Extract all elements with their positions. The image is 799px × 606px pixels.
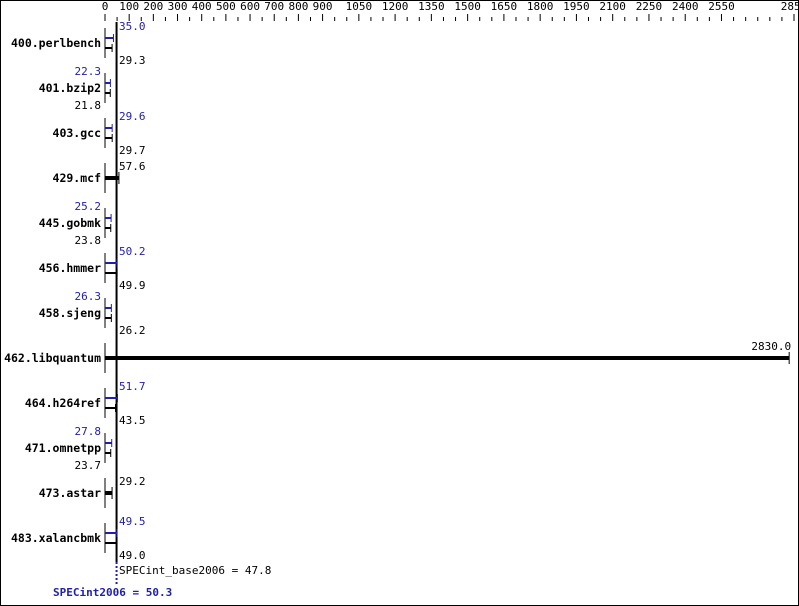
tick-label: 900 <box>313 0 333 13</box>
peak-value-label: 29.6 <box>119 110 146 123</box>
peak-value-label: 35.0 <box>119 20 146 33</box>
base-value-label: 57.6 <box>119 160 146 173</box>
peak-value-label: 49.5 <box>119 515 146 528</box>
base-value-label: 29.7 <box>119 144 146 157</box>
base-value-label: 23.8 <box>75 234 102 247</box>
base-value-label: 21.8 <box>75 99 102 112</box>
tick-label: 0 <box>102 0 109 13</box>
tick-label: 1800 <box>527 0 554 13</box>
tick-label: 500 <box>216 0 236 13</box>
base-value-label: 2830.0 <box>751 340 791 353</box>
base-value-label: 26.2 <box>119 324 146 337</box>
benchmark-label: 429.mcf <box>53 171 102 185</box>
base-value-label: 29.3 <box>119 54 146 67</box>
tick-label: 1050 <box>346 0 373 13</box>
base-value-label: 49.9 <box>119 279 146 292</box>
tick-label: 1500 <box>454 0 481 13</box>
peak-value-label: 27.8 <box>75 425 102 438</box>
tick-label: 1950 <box>563 0 590 13</box>
base-value-label: 23.7 <box>75 459 102 472</box>
benchmark-label: 458.sjeng <box>39 306 101 320</box>
peak-value-label: 22.3 <box>75 65 102 78</box>
benchmark-label: 471.omnetpp <box>25 441 101 455</box>
peak-value-label: 26.3 <box>75 290 102 303</box>
peak-value-label: 51.7 <box>119 380 146 393</box>
tick-label: 1650 <box>491 0 518 13</box>
peak-mean-label: SPECint2006 = 50.3 <box>53 586 172 599</box>
tick-label: 2100 <box>599 0 626 13</box>
tick-label: 300 <box>168 0 188 13</box>
benchmark-label: 445.gobmk <box>39 216 101 230</box>
tick-label: 600 <box>240 0 260 13</box>
benchmark-label: 483.xalancbmk <box>11 531 101 545</box>
tick-label: 2250 <box>636 0 663 13</box>
tick-label: 100 <box>119 0 139 13</box>
benchmark-label: 456.hmmer <box>39 261 101 275</box>
base-value-label: 29.2 <box>119 475 146 488</box>
benchmark-label: 473.astar <box>39 486 101 500</box>
tick-label: 700 <box>264 0 284 13</box>
base-value-label: 43.5 <box>119 414 146 427</box>
tick-label: 1200 <box>382 0 409 13</box>
tick-label: 2550 <box>708 0 735 13</box>
benchmark-label: 403.gcc <box>53 126 101 140</box>
benchmark-label: 401.bzip2 <box>39 81 101 95</box>
tick-label: 2400 <box>672 0 699 13</box>
base-value-label: 49.0 <box>119 549 146 562</box>
peak-value-label: 25.2 <box>75 200 102 213</box>
peak-value-label: 50.2 <box>119 245 146 258</box>
tick-label: 1350 <box>418 0 445 13</box>
tick-label: 200 <box>143 0 163 13</box>
tick-label: 2850 <box>781 0 799 13</box>
tick-label: 400 <box>192 0 212 13</box>
benchmark-label: 464.h264ref <box>25 396 101 410</box>
tick-label: 800 <box>288 0 308 13</box>
benchmark-label: 400.perlbench <box>11 36 101 50</box>
base-mean-label: SPECint_base2006 = 47.8 <box>119 564 271 577</box>
benchmark-label: 462.libquantum <box>4 351 101 365</box>
